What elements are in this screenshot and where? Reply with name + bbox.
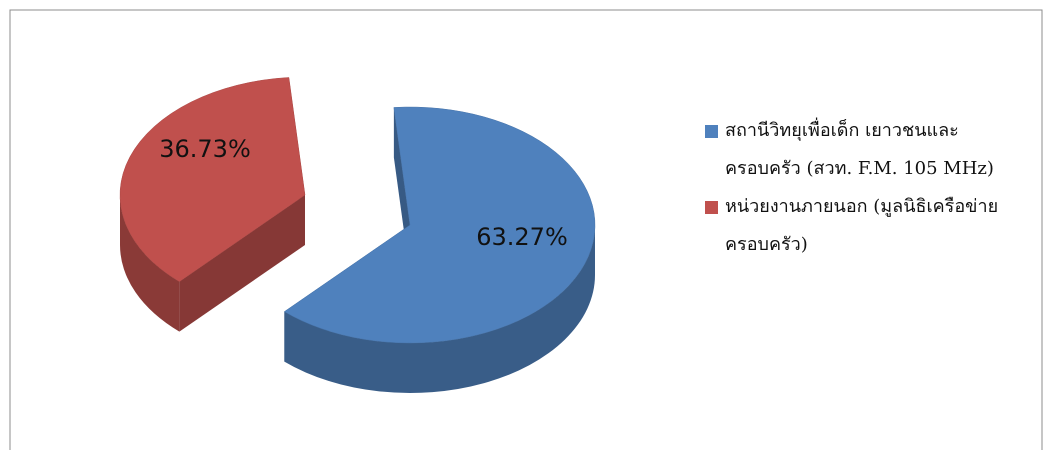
slice <box>119 77 306 282</box>
legend: สถานีวิทยุเพื่อเด็ก เยาวชนและครอบครัว (ส… <box>705 112 1005 264</box>
legend-item: หน่วยงานภายนอก (มูลนิธิเครือข่ายครอบครัว… <box>705 188 1005 264</box>
slice-side <box>284 225 596 393</box>
data-label: 36.73% <box>159 135 251 163</box>
legend-swatch <box>705 125 718 138</box>
slice-side <box>120 195 180 332</box>
legend-item: สถานีวิทยุเพื่อเด็ก เยาวชนและครอบครัว (ส… <box>705 112 1005 188</box>
legend-label: สถานีวิทยุเพื่อเด็ก เยาวชนและครอบครัว (ส… <box>725 120 994 179</box>
data-label: 63.27% <box>476 223 568 251</box>
slice-cut-face <box>179 195 305 332</box>
legend-label: หน่วยงานภายนอก (มูลนิธิเครือข่ายครอบครัว… <box>725 196 999 255</box>
slice <box>283 106 596 344</box>
legend-swatch <box>705 201 718 214</box>
chart-frame <box>9 9 1043 450</box>
